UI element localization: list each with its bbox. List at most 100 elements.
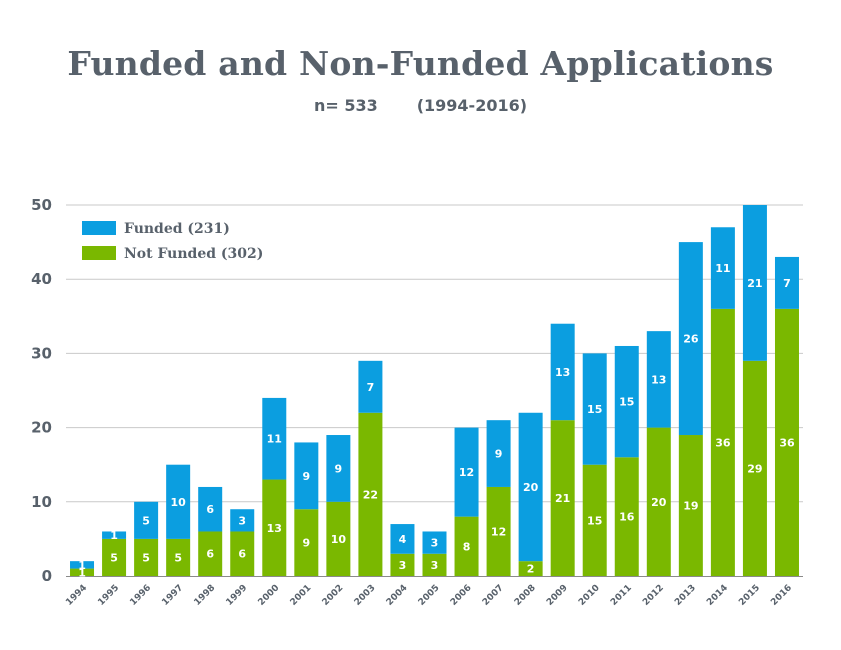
data-label: 11 [715,262,730,275]
data-label: 15 [587,514,602,527]
bar-funded-2013 [678,242,703,436]
bar-funded-2015 [742,205,767,361]
legend-label-funded: Funded (231) [124,221,230,237]
bar-not-funded-2009 [550,420,575,576]
x-tick-label: 2000 [257,583,282,608]
data-label: 22 [363,488,378,501]
x-tick-label: 2008 [513,583,538,608]
legend: Funded (231) Not Funded (302) [82,221,263,262]
data-label: 8 [463,540,471,553]
bar-not-funded-2005 [422,553,447,576]
x-tick-label: 2007 [481,583,506,608]
bar-funded-2012 [646,331,671,428]
bar-funded-1999 [230,509,255,532]
x-tick-label: 1996 [128,583,153,608]
bar-not-funded-2008 [518,561,543,576]
data-label: 36 [779,436,795,449]
data-label: 4 [399,533,407,546]
bar-not-funded-2012 [646,427,671,576]
chart-subtitle: n= 533 (1994-2016) [313,96,528,115]
y-tick-label: 0 [42,567,52,585]
bar-funded-2000 [262,397,287,480]
data-label: 20 [651,496,667,509]
bar-funded-2010 [582,353,607,465]
bar-not-funded-2013 [678,435,703,576]
bar-funded-2004 [390,524,415,554]
bar-not-funded-2015 [742,360,767,576]
bar-not-funded-1996 [134,538,159,576]
x-tick-label: 1995 [96,583,121,608]
bar-not-funded-1998 [198,531,223,576]
data-label: 3 [431,537,439,550]
bar-not-funded-2003 [358,412,383,576]
bar-not-funded-1999 [230,531,255,576]
x-tick-label: 2001 [289,583,314,608]
data-label: 1 [110,529,118,542]
data-label: 9 [495,448,503,461]
y-axis: 0 10 20 30 40 50 [31,196,803,585]
bar-not-funded-2010 [582,464,607,576]
x-tick-label: 1998 [193,583,218,608]
bar-funded-1995 [102,531,127,539]
data-label: 29 [747,462,762,475]
x-tick-label: 2003 [353,583,378,608]
bar-funded-2005 [422,531,447,554]
data-label: 16 [619,511,635,524]
bar-not-funded-2002 [326,501,351,576]
x-tick-label: 2005 [417,583,442,608]
x-tick-label: 2016 [769,583,794,608]
data-label: 1 [78,566,86,579]
legend-swatch-funded [82,221,116,235]
data-label: 7 [367,381,375,394]
bar-not-funded-2007 [486,486,511,576]
bar-funded-1994 [70,561,95,569]
data-label: 6 [238,548,246,561]
data-label: 5 [174,551,182,564]
bar-not-funded-2011 [614,457,639,576]
data-label: 21 [747,277,762,290]
x-tick-label: 1994 [64,583,89,608]
bar-funded-2014 [710,227,735,309]
chart-title: Funded and Non-Funded Applications [67,44,774,83]
data-label: 9 [335,462,343,475]
data-label: 15 [587,403,602,416]
data-label: 5 [110,551,118,564]
data-label: 2 [527,563,535,576]
x-tick-label: 2004 [385,583,410,608]
bar-funded-2016 [774,256,799,309]
x-tick-label: 2002 [321,583,346,608]
x-tick-label: 2009 [545,583,570,608]
data-label: 15 [619,396,634,409]
x-tick-label: 1997 [160,583,185,608]
data-label: 36 [715,436,731,449]
bar-funded-2003 [358,360,383,413]
bar-funded-2007 [486,420,511,487]
bar-not-funded-2001 [294,509,319,576]
data-label: 7 [783,277,791,290]
data-label: 26 [683,333,699,346]
bar-funded-2009 [550,323,575,421]
bar-not-funded-2004 [390,553,415,576]
data-label: 10 [170,496,186,509]
data-label: 3 [238,514,246,527]
bar-not-funded-2000 [262,479,287,576]
data-label: 12 [459,466,474,479]
data-label: 5 [142,551,150,564]
bar-not-funded-1995 [102,538,127,576]
bar-funded-2002 [326,435,351,502]
x-tick-label: 1999 [225,583,250,608]
bar-funded-1996 [134,501,159,539]
y-tick-label: 10 [31,493,52,511]
bar-not-funded-2016 [774,308,799,576]
y-tick-label: 20 [31,419,52,437]
bar-funded-1998 [198,486,223,532]
data-label: 3 [431,559,439,572]
x-axis: 1994 1995 1996 1997 1998 1999 2000 2001 2002 2003… [64,583,794,608]
x-tick-label: 2015 [737,583,762,608]
bar-funded-2001 [294,442,319,510]
data-label: 6 [206,548,214,561]
bar-funded-1997 [166,464,191,539]
bar-not-funded-1994 [70,568,95,576]
data-label: 21 [555,492,570,505]
